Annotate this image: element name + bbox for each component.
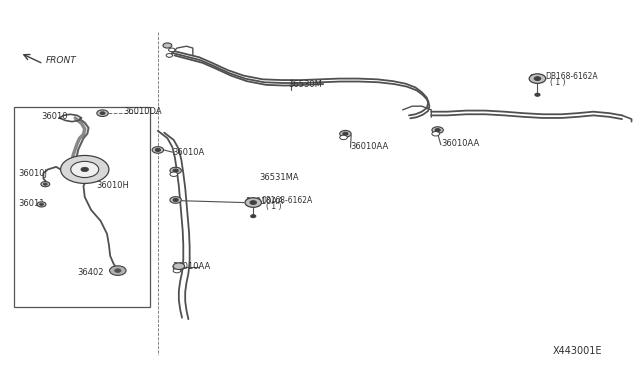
Circle shape (156, 148, 161, 151)
Text: S: S (529, 74, 534, 83)
Circle shape (41, 182, 50, 187)
Circle shape (340, 131, 351, 137)
Circle shape (251, 215, 256, 218)
Circle shape (61, 155, 109, 183)
Circle shape (109, 266, 126, 275)
Text: DB168-6162A: DB168-6162A (546, 72, 598, 81)
Text: FRONT: FRONT (45, 57, 76, 65)
Text: X443001E: X443001E (553, 346, 602, 356)
Text: 36010AA: 36010AA (441, 139, 479, 148)
Circle shape (170, 167, 181, 174)
Circle shape (115, 269, 121, 272)
Circle shape (44, 183, 47, 185)
Text: 08168-6162A: 08168-6162A (262, 196, 313, 205)
Circle shape (166, 54, 173, 57)
Text: 36011: 36011 (18, 199, 44, 208)
Circle shape (176, 266, 181, 268)
Text: 36531MA: 36531MA (260, 173, 300, 182)
Circle shape (343, 132, 348, 135)
Text: 36010AA: 36010AA (351, 142, 388, 151)
Text: 36010AA: 36010AA (245, 197, 284, 206)
Circle shape (173, 263, 184, 269)
Circle shape (81, 167, 88, 171)
Text: 36530M: 36530M (288, 80, 322, 89)
Circle shape (432, 127, 444, 134)
Text: 36010H: 36010H (96, 181, 129, 190)
Circle shape (40, 203, 44, 205)
Circle shape (173, 268, 180, 273)
Circle shape (432, 132, 440, 136)
Text: ( 1 ): ( 1 ) (550, 78, 566, 87)
Text: 36010: 36010 (42, 112, 68, 121)
Circle shape (173, 264, 184, 270)
Circle shape (535, 93, 540, 96)
Text: 36010J: 36010J (18, 169, 47, 177)
Circle shape (170, 197, 181, 203)
Circle shape (100, 112, 105, 115)
Circle shape (163, 43, 172, 48)
Circle shape (170, 172, 177, 176)
Text: 36010A: 36010A (173, 148, 205, 157)
Circle shape (169, 48, 175, 52)
Circle shape (534, 77, 541, 80)
Circle shape (71, 161, 99, 177)
Text: S: S (245, 198, 250, 207)
Text: 36010DA: 36010DA (123, 107, 161, 116)
Circle shape (173, 199, 178, 202)
Circle shape (173, 169, 178, 172)
Text: 36010AA: 36010AA (173, 262, 211, 271)
Circle shape (37, 202, 46, 207)
Text: 36402: 36402 (77, 268, 104, 277)
Circle shape (435, 129, 440, 132)
Circle shape (340, 135, 348, 140)
Circle shape (250, 201, 257, 204)
Text: ( 1 ): ( 1 ) (266, 202, 282, 211)
Circle shape (152, 147, 164, 153)
Circle shape (245, 198, 262, 207)
Circle shape (529, 74, 546, 83)
Circle shape (97, 110, 108, 116)
Bar (13, 107, 150, 307)
